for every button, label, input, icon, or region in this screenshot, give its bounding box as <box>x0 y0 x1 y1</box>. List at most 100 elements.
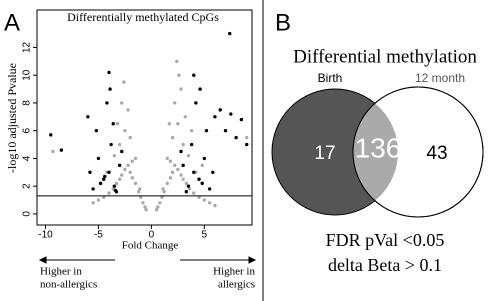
point <box>117 142 122 147</box>
point <box>130 176 135 180</box>
point <box>204 128 209 133</box>
point <box>176 122 180 126</box>
arrow-head <box>38 256 47 264</box>
chart-title: Differentially methylated CpGs <box>67 10 219 24</box>
point <box>168 159 173 163</box>
intersection <box>353 89 398 215</box>
point <box>114 181 119 186</box>
y-tick-label: 6 <box>22 127 33 133</box>
point <box>156 205 160 209</box>
plot-frame <box>36 9 253 226</box>
point <box>88 170 92 174</box>
count-label: 43 <box>426 143 447 164</box>
point <box>102 177 106 181</box>
footnote: delta Beta > 0.1 <box>328 255 442 275</box>
point <box>167 122 172 126</box>
point <box>189 128 194 133</box>
point <box>192 191 196 195</box>
annotation: non-allergics <box>40 279 97 291</box>
set-outline <box>352 86 484 218</box>
point <box>49 133 53 137</box>
point <box>175 59 179 64</box>
count-label: 17 <box>314 143 335 164</box>
point <box>96 156 101 161</box>
annotation: Higher in <box>213 266 255 278</box>
arrow-head <box>248 256 257 264</box>
point <box>91 187 95 191</box>
point <box>207 201 212 205</box>
y-tick-label: 0 <box>22 211 33 217</box>
point <box>245 142 249 147</box>
annotation: Higher in <box>40 266 82 278</box>
point <box>179 173 183 177</box>
point <box>115 122 120 126</box>
x-tick-label: 5 <box>202 230 208 241</box>
point <box>223 128 228 133</box>
point <box>211 170 215 174</box>
set-label: 12 month <box>415 71 465 85</box>
point <box>107 170 111 174</box>
point <box>96 198 101 202</box>
point <box>144 208 148 212</box>
point <box>107 191 111 195</box>
point <box>128 135 132 140</box>
point <box>136 190 141 194</box>
point <box>139 195 143 199</box>
point-series <box>49 31 249 194</box>
x-tick-label: -10 <box>38 230 53 241</box>
point <box>133 156 138 161</box>
point <box>202 156 207 161</box>
point <box>165 181 169 186</box>
point <box>86 115 90 119</box>
point <box>120 149 124 154</box>
point <box>123 128 127 133</box>
point <box>112 153 117 158</box>
venn-title: Differential methylation <box>293 46 477 67</box>
point <box>108 87 112 91</box>
point <box>234 135 238 140</box>
point <box>161 187 165 191</box>
point <box>183 115 187 119</box>
x-tick-label: 0 <box>149 230 155 241</box>
point <box>113 188 118 193</box>
point <box>138 187 142 191</box>
point <box>158 201 162 205</box>
point <box>172 101 177 105</box>
point <box>176 167 180 172</box>
point <box>189 142 194 147</box>
point <box>228 31 232 36</box>
point <box>123 167 127 172</box>
point <box>94 128 99 133</box>
y-tick-label: 10 <box>22 69 33 81</box>
point <box>184 190 189 194</box>
point <box>186 153 191 158</box>
point <box>128 170 132 174</box>
point <box>103 174 107 179</box>
point <box>200 181 204 186</box>
point <box>245 135 249 140</box>
point <box>51 149 55 154</box>
y-tick-label: 2 <box>22 183 33 189</box>
point <box>160 195 164 199</box>
point <box>181 163 185 168</box>
set-label: Birth <box>318 71 343 85</box>
y-tick-label: 12 <box>22 41 33 53</box>
point <box>192 73 196 77</box>
point <box>179 87 183 91</box>
point <box>143 205 147 209</box>
point <box>170 170 175 174</box>
point <box>120 173 124 177</box>
point <box>107 70 111 75</box>
point <box>122 80 126 84</box>
point <box>133 181 138 186</box>
point <box>239 117 244 122</box>
point <box>213 203 217 208</box>
point <box>186 184 191 188</box>
point <box>111 122 115 126</box>
point <box>179 149 183 154</box>
point <box>218 108 222 112</box>
point <box>91 201 95 205</box>
annotation: allergics <box>218 279 255 291</box>
panel-label: B <box>275 9 291 36</box>
